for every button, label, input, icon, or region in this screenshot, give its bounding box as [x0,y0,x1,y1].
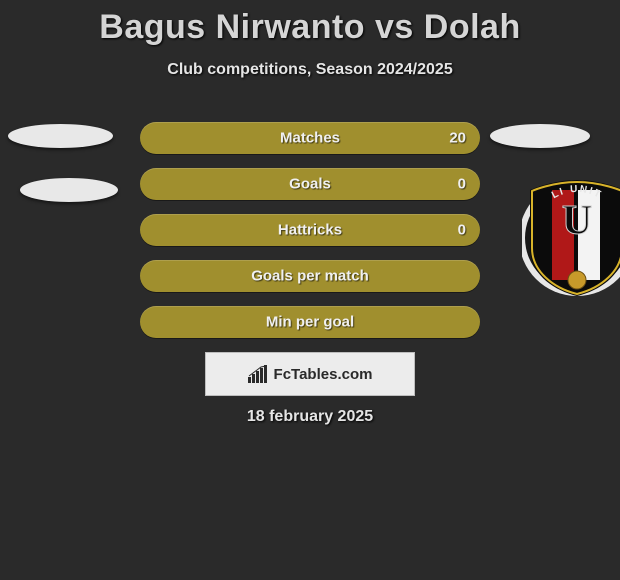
subtitle: Club competitions, Season 2024/2025 [0,61,620,79]
page-title: Bagus Nirwanto vs Dolah [0,0,620,47]
stat-row-hattricks: Hattricks 0 [140,214,480,246]
stats-container: Matches 20 Goals 0 Hattricks 0 Goals per… [140,122,480,352]
stat-row-min-per-goal: Min per goal [140,306,480,338]
brand-box[interactable]: FcTables.com [205,352,415,396]
stat-value-right: 0 [458,222,466,239]
player-left-ellipse-1 [8,124,113,148]
svg-text:U: U [562,198,592,244]
stat-label: Matches [140,130,480,147]
stat-label: Hattricks [140,222,480,239]
date-text: 18 february 2025 [0,408,620,426]
player-right-ellipse-1 [490,124,590,148]
club-badge-icon: U LI UNIT [522,178,620,298]
stat-value-right: 20 [449,130,466,147]
bar-chart-icon [248,365,268,383]
stat-row-goals-per-match: Goals per match [140,260,480,292]
stat-label: Min per goal [140,314,480,331]
stat-row-goals: Goals 0 [140,168,480,200]
stat-label: Goals per match [140,268,480,285]
brand-text: FcTables.com [274,366,373,383]
stat-label: Goals [140,176,480,193]
stat-row-matches: Matches 20 [140,122,480,154]
stat-value-right: 0 [458,176,466,193]
player-left-ellipse-2 [20,178,118,202]
